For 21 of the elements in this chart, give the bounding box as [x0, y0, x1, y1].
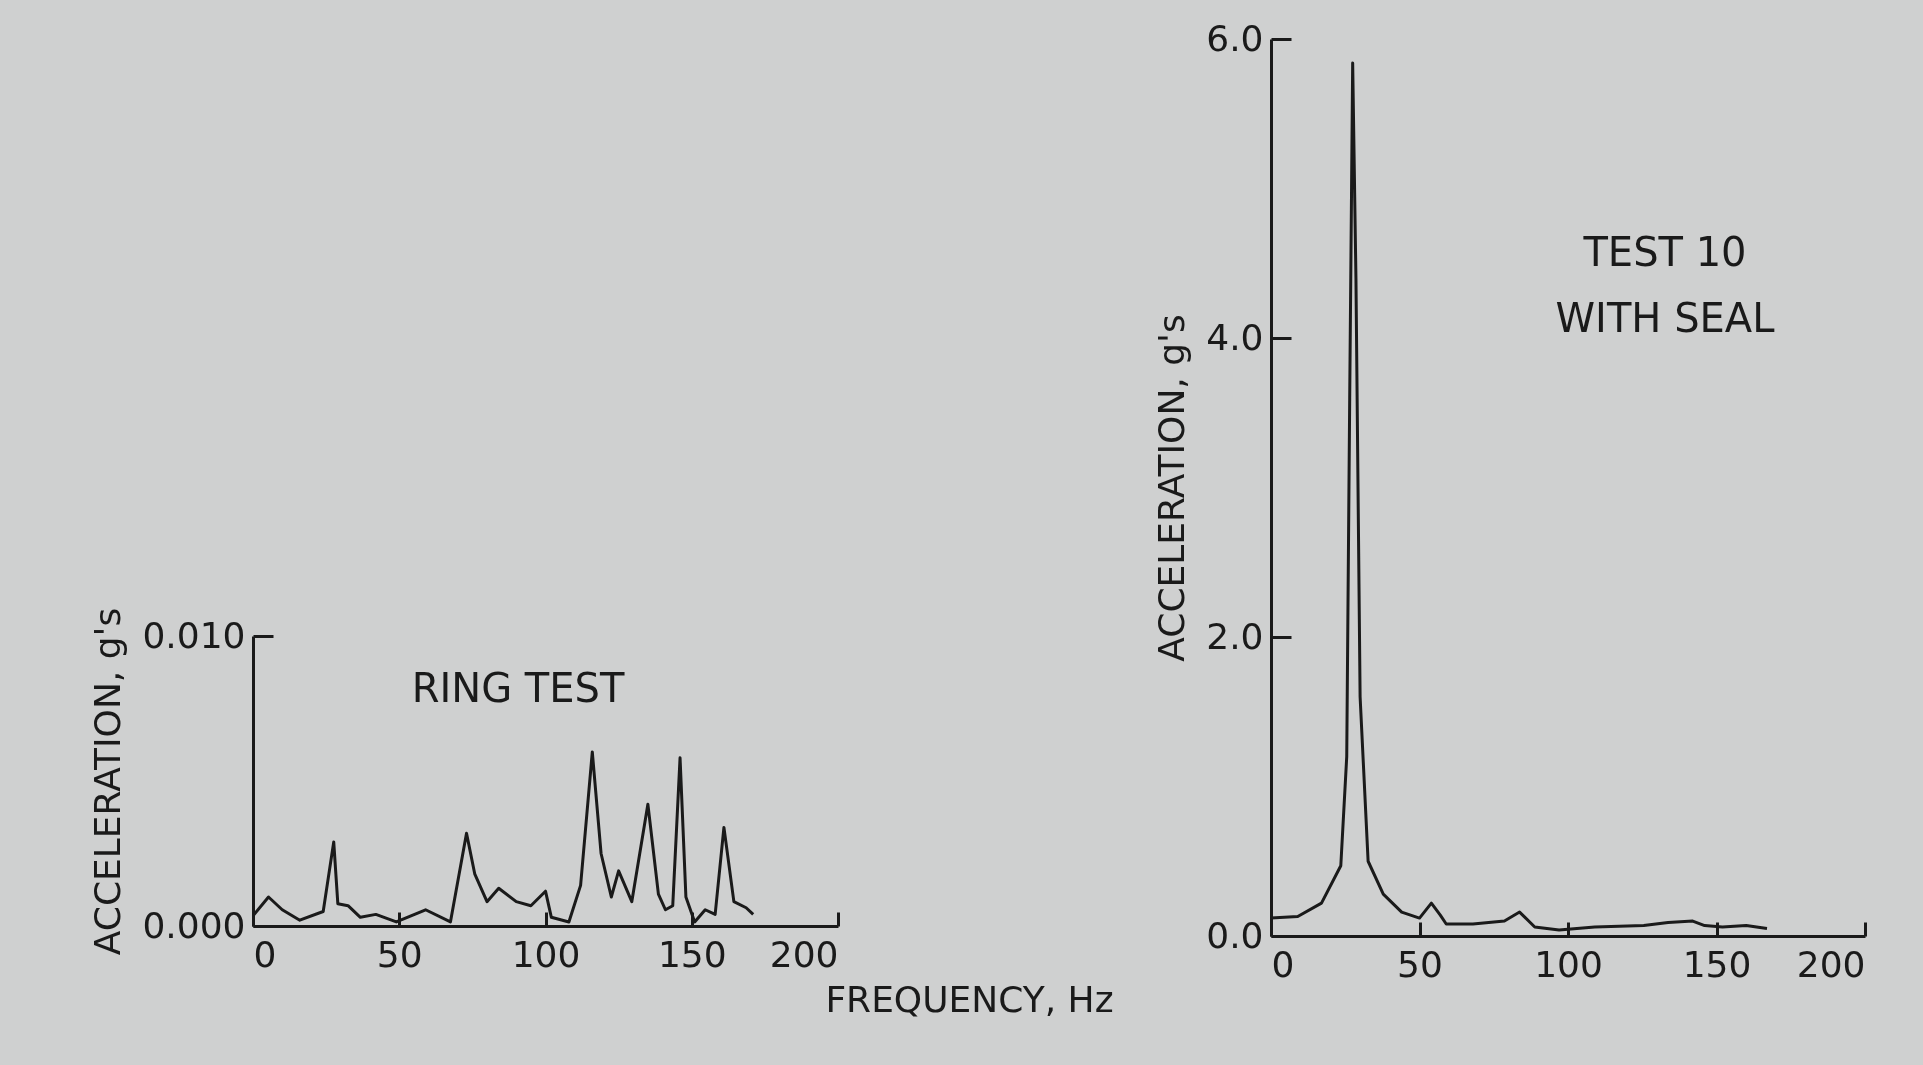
x-tick-label: 50 [376, 933, 423, 975]
y-axis-title: ACCELERATION, g's [1151, 314, 1193, 662]
x-tick-label: 0 [253, 933, 277, 975]
y-axis-title: ACCELERATION, g's [87, 607, 129, 956]
y-tick-label: 6.0 [1206, 17, 1264, 59]
x-tick-label: 100 [1534, 943, 1603, 985]
x-axis-title: FREQUENCY, Hz [825, 978, 1114, 1020]
y-tick-label: 0.000 [142, 904, 246, 946]
y-tick-label: 0.0 [1206, 914, 1264, 956]
x-tick-label: 150 [657, 933, 727, 975]
y-tick-label: 2.0 [1206, 615, 1264, 657]
annotation: TEST 10 WITH SEAL [1555, 229, 1776, 341]
annotation: RING TEST [411, 665, 625, 711]
x-tick-label: 50 [1397, 943, 1443, 985]
x-tick-label: 200 [769, 933, 839, 975]
x-tick-label: 150 [1682, 943, 1752, 985]
y-tick-label: 4.0 [1206, 316, 1264, 358]
x-tick-label: 0 [1271, 943, 1295, 985]
x-tick-label: 200 [1796, 943, 1866, 985]
x-tick-label: 100 [511, 933, 581, 975]
y-tick-label: 0.010 [142, 614, 246, 656]
